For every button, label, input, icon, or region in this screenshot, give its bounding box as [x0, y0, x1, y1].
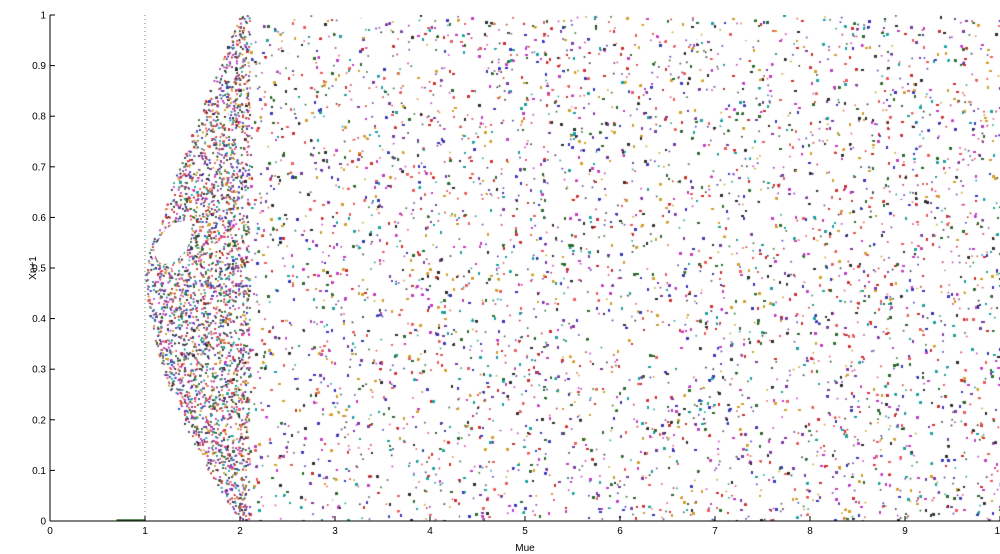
- x-tick-label: 3: [332, 526, 338, 537]
- x-tick-label: 9: [902, 526, 908, 537]
- x-tick-label: 7: [712, 526, 718, 537]
- annotation-layer: [116, 15, 192, 521]
- y-tick-label: 0.8: [32, 112, 46, 123]
- y-axis-title: Xn+1: [28, 256, 39, 280]
- scatter-points: [50, 15, 1000, 521]
- x-tick-label: 0: [47, 526, 53, 537]
- y-tick-label: 0.9: [32, 61, 46, 72]
- y-tick-label: 0.2: [32, 415, 46, 426]
- y-tick-label: 0: [40, 517, 46, 528]
- y-tick-label: 0.1: [32, 466, 46, 477]
- x-tick-label: 2: [237, 526, 243, 537]
- x-axis-title: Mue: [515, 543, 535, 554]
- white-loop-shape: [155, 221, 192, 264]
- y-tick-label: 0.4: [32, 314, 46, 325]
- x-tick-label: 10: [994, 526, 1000, 537]
- y-tick-label: 1: [40, 11, 46, 22]
- y-axis-ticks: 0 0.1 0.2 0.3 0.4 0.5 0.6 0.7 0.8 0.9 1: [32, 11, 55, 528]
- x-tick-label: 6: [617, 526, 623, 537]
- y-tick-label: 0.3: [32, 365, 46, 376]
- y-tick-label: 0.5: [32, 264, 46, 275]
- x-tick-label: 1: [142, 526, 148, 537]
- y-tick-label: 0.7: [32, 162, 46, 173]
- scatter-points-layer: [50, 15, 1000, 521]
- y-tick-label: 0.6: [32, 213, 46, 224]
- x-tick-label: 8: [807, 526, 813, 537]
- x-axis-ticks: 0 1 2 3 4 5 6 7 8 9 10: [47, 516, 1000, 537]
- x-tick-label: 4: [427, 526, 433, 537]
- x-tick-label: 5: [522, 526, 528, 537]
